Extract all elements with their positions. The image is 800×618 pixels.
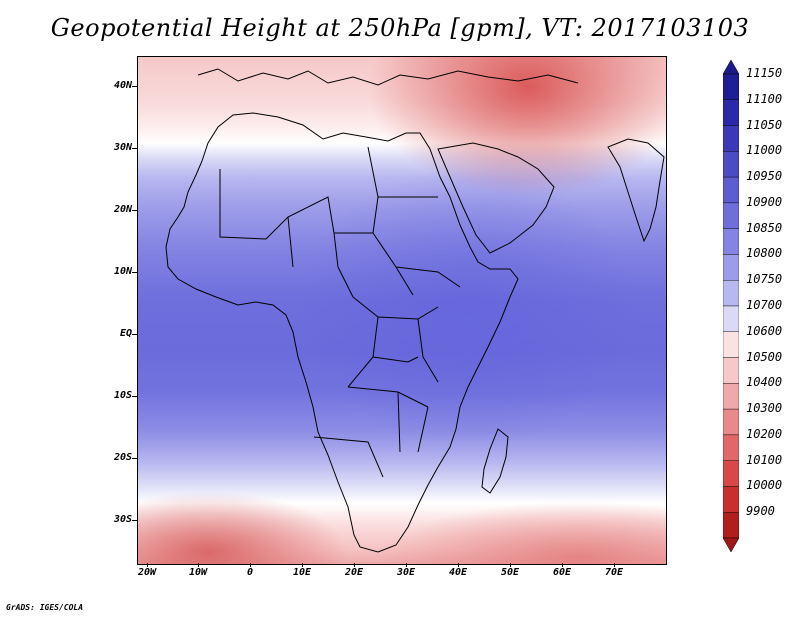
- lon-tick: [354, 563, 355, 567]
- colorbar-label: 11100: [746, 91, 783, 106]
- colorbar-label: 10700: [746, 298, 783, 312]
- lon-label-10w: 10W: [188, 567, 208, 578]
- lat-label-eq: EQ: [119, 328, 132, 339]
- colorbar-segment: [723, 73, 739, 100]
- colorbar-label: 10100: [746, 452, 783, 467]
- colorbar-segment: [723, 486, 739, 513]
- lon-label-70e: 70E: [604, 567, 624, 578]
- lat-label-10s: 10S: [113, 390, 132, 401]
- lon-label-30e: 30E: [396, 567, 416, 578]
- colorbar-label: 10200: [746, 426, 783, 441]
- colorbar-segment: [723, 512, 739, 539]
- country-borders: [219, 146, 461, 478]
- lat-tick: [132, 334, 137, 335]
- lon-tick: [510, 563, 511, 567]
- colorbar-segment: [723, 434, 739, 461]
- map-panel: [137, 56, 667, 565]
- lat-label-20n: 20N: [113, 204, 132, 215]
- india-coastline: [607, 138, 665, 243]
- madagascar-coastline: [481, 428, 509, 494]
- colorbar-segment: [723, 357, 739, 384]
- colorbar-label: 10400: [746, 375, 783, 390]
- lon-tick: [250, 563, 251, 567]
- colorbar-label: 10000: [746, 478, 783, 493]
- colorbar-label: 9900: [746, 504, 775, 519]
- colorbar-segment: [723, 305, 739, 332]
- colorbar-label: 10850: [746, 220, 783, 235]
- colorbar-label: 10950: [746, 169, 783, 184]
- colorbar-segment: [723, 383, 739, 410]
- colorbar-segment: [723, 331, 739, 358]
- colorbar-label: 10500: [746, 349, 783, 364]
- lat-tick: [132, 210, 137, 211]
- lat-label-30n: 30N: [113, 142, 132, 153]
- lon-tick: [562, 563, 563, 567]
- europe-coastline: [197, 68, 579, 86]
- lon-label-20w: 20W: [137, 567, 157, 578]
- colorbar-label: 10900: [746, 194, 783, 209]
- colorbar-bottom-arrow: [723, 537, 739, 552]
- colorbar-segment: [723, 176, 739, 204]
- colorbar-segment: [723, 280, 739, 307]
- lat-tick: [132, 458, 137, 459]
- colorbar-segment: [723, 408, 739, 436]
- lon-label-10e: 10E: [292, 567, 312, 578]
- lat-tick: [132, 520, 137, 521]
- lat-label-30s: 30S: [113, 514, 132, 525]
- colorbar-segment: [723, 151, 739, 178]
- colorbar-label: 11000: [746, 143, 783, 158]
- colorbar-label: 11050: [746, 117, 783, 132]
- colorbar-segment: [723, 254, 739, 281]
- lat-tick: [132, 396, 137, 397]
- lon-label-20e: 20E: [344, 567, 364, 578]
- lat-label-40n: 40N: [113, 80, 132, 91]
- arabia-coastline: [437, 142, 555, 254]
- lon-label-0: 0: [246, 567, 254, 578]
- credit-text: GrADS: IGES/COLA: [6, 603, 84, 612]
- colorbar-label: 10600: [746, 323, 783, 338]
- colorbar-label: 11150: [746, 66, 783, 80]
- lon-tick: [147, 563, 148, 567]
- lon-label-40e: 40E: [448, 567, 468, 578]
- colorbar-segment: [723, 228, 739, 255]
- lon-label-60e: 60E: [552, 567, 572, 578]
- colorbar-top-arrow: [723, 60, 739, 75]
- coastline-overlay: [165, 68, 665, 553]
- colorbar-segment: [723, 202, 739, 229]
- colorbar-segment: [723, 460, 739, 487]
- lat-label-20s: 20S: [113, 452, 132, 463]
- lon-tick: [198, 563, 199, 567]
- lat-tick: [132, 272, 137, 273]
- colorbar-segment: [723, 125, 739, 152]
- lon-tick: [302, 563, 303, 567]
- lon-tick: [406, 563, 407, 567]
- lon-tick: [614, 563, 615, 567]
- colorbar: [723, 60, 739, 552]
- lat-tick: [132, 148, 137, 149]
- colorbar-label: 10750: [746, 272, 783, 287]
- lat-tick: [132, 86, 137, 87]
- lat-label-10n: 10N: [113, 266, 132, 277]
- africa-coastline: [165, 112, 519, 553]
- colorbar-label: 10800: [746, 246, 783, 261]
- colorbar-segment: [723, 99, 739, 126]
- page-title: Geopotential Height at 250hPa [gpm], VT:…: [50, 14, 750, 42]
- colorbar-label: 10300: [746, 401, 783, 416]
- lon-label-50e: 50E: [500, 567, 520, 578]
- lon-tick: [458, 563, 459, 567]
